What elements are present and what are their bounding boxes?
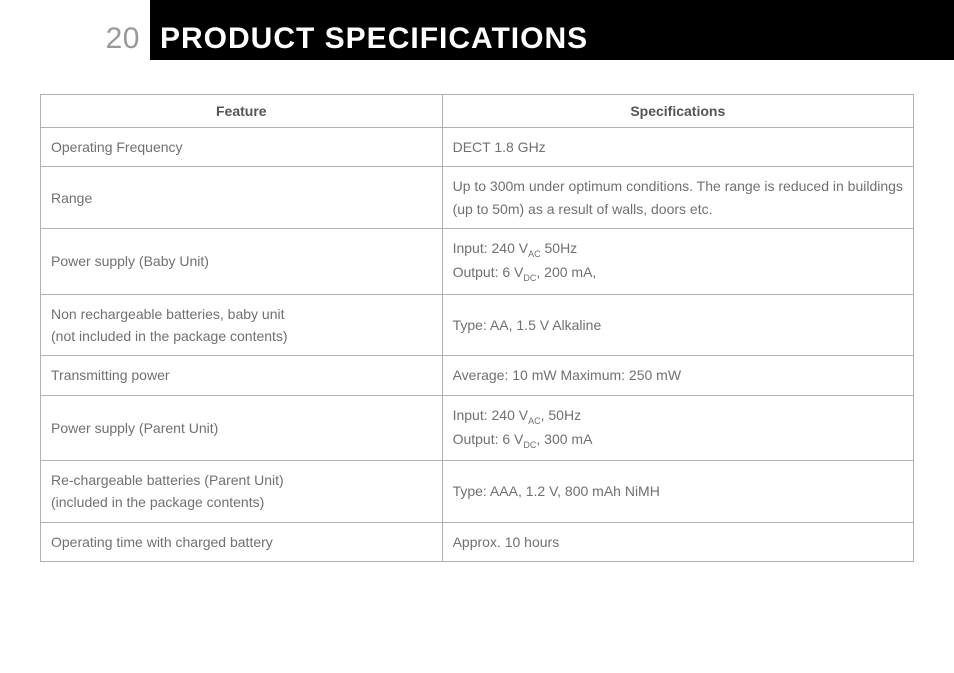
feature-cell: Operating Frequency	[41, 128, 443, 167]
feature-cell: Power supply (Parent Unit)	[41, 395, 443, 460]
table-row: Operating time with charged batteryAppro…	[41, 522, 914, 561]
table-row: Re-chargeable batteries (Parent Unit)(in…	[41, 461, 914, 523]
spec-table-container: Feature Specifications Operating Frequen…	[0, 94, 954, 562]
table-row: Transmitting powerAverage: 10 mW Maximum…	[41, 356, 914, 395]
spec-cell: Type: AA, 1.5 V Alkaline	[442, 294, 913, 356]
table-row: Operating FrequencyDECT 1.8 GHz	[41, 128, 914, 167]
table-header-row: Feature Specifications	[41, 95, 914, 128]
table-row: Power supply (Parent Unit)Input: 240 VAC…	[41, 395, 914, 460]
spec-cell: Up to 300m under optimum conditions. The…	[442, 167, 913, 229]
table-row: RangeUp to 300m under optimum conditions…	[41, 167, 914, 229]
feature-cell: Power supply (Baby Unit)	[41, 229, 443, 294]
spec-cell: Type: AAA, 1.2 V, 800 mAh NiMH	[442, 461, 913, 523]
spec-cell: DECT 1.8 GHz	[442, 128, 913, 167]
feature-cell: Operating time with charged battery	[41, 522, 443, 561]
spec-table-body: Operating FrequencyDECT 1.8 GHzRangeUp t…	[41, 128, 914, 562]
spec-table: Feature Specifications Operating Frequen…	[40, 94, 914, 562]
feature-cell: Range	[41, 167, 443, 229]
feature-cell: Re-chargeable batteries (Parent Unit)(in…	[41, 461, 443, 523]
col-header-spec: Specifications	[442, 95, 913, 128]
spec-cell: Input: 240 VAC 50HzOutput: 6 VDC, 200 mA…	[442, 229, 913, 294]
page-title: PRODUCT SPECIFICATIONS	[160, 22, 588, 56]
spec-cell: Approx. 10 hours	[442, 522, 913, 561]
page-header: 20 PRODUCT SPECIFICATIONS	[0, 0, 954, 60]
table-row: Power supply (Baby Unit)Input: 240 VAC 5…	[41, 229, 914, 294]
table-row: Non rechargeable batteries, baby unit(no…	[41, 294, 914, 356]
feature-cell: Transmitting power	[41, 356, 443, 395]
page-number: 20	[0, 22, 140, 56]
spec-cell: Input: 240 VAC, 50HzOutput: 6 VDC, 300 m…	[442, 395, 913, 460]
col-header-feature: Feature	[41, 95, 443, 128]
spec-cell: Average: 10 mW Maximum: 250 mW	[442, 356, 913, 395]
feature-cell: Non rechargeable batteries, baby unit(no…	[41, 294, 443, 356]
